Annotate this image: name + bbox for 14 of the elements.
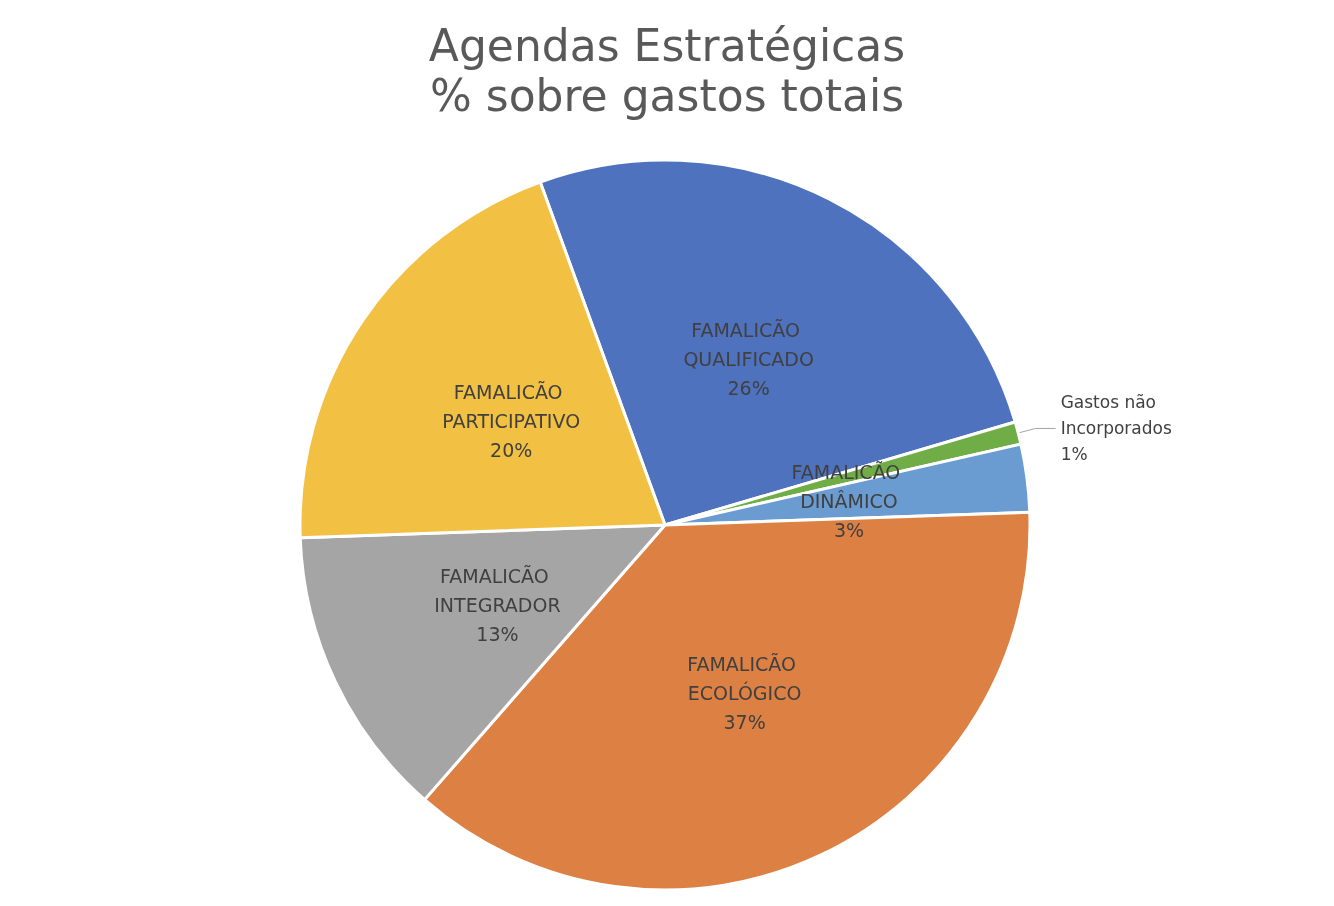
chart-title: Agendas Estratégicas	[428, 19, 906, 71]
slice-label: FAMALICÃO DINÂMICO	[791, 461, 907, 513]
data-label: 3%	[833, 519, 865, 542]
slice-label: FAMALICÃO ECOLÓGICO	[687, 652, 802, 704]
data-label: 37%	[723, 710, 766, 733]
slice-label: FAMALICÃO INTEGRADOR	[434, 564, 561, 616]
chart-subtitle: % sobre gastos totais	[429, 69, 905, 121]
data-label: 13%	[476, 622, 519, 645]
slice-label: Gastos não Incorporados	[1060, 392, 1172, 439]
data-label: 26%	[727, 377, 770, 400]
data-label: 1%	[1060, 444, 1088, 465]
slice-label: FAMALICÃO PARTICIPATIVO	[442, 381, 581, 433]
slice-label: FAMALICÃO QUALIFICADO	[683, 319, 814, 371]
data-label: 20%	[490, 439, 533, 462]
